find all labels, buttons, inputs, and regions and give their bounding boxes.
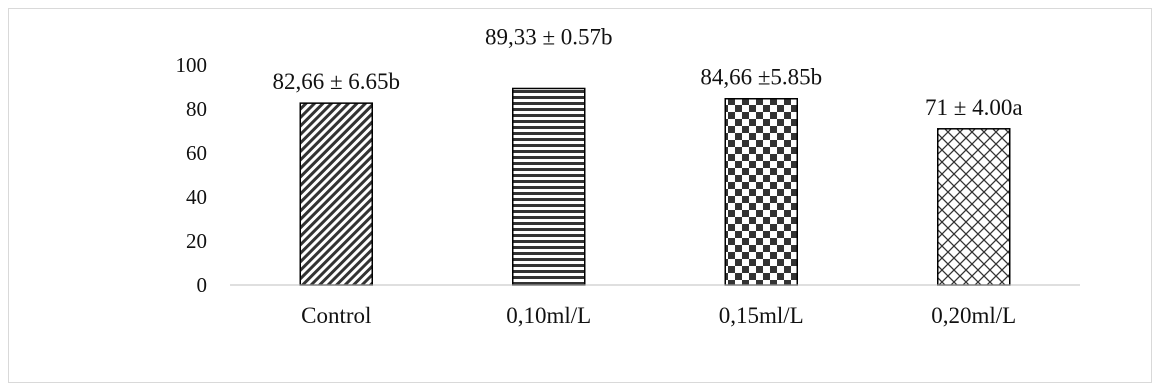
- data-labels: 82,66 ± 6.65b 89,33 ± 0.57b 84,66 ±5.85b 71…: [272, 24, 1022, 119]
- category-label-0: Control: [301, 303, 371, 328]
- y-tick-label: 0: [197, 273, 208, 297]
- bars: [299, 87, 1011, 286]
- y-axis-ticks: 0 20 40 60 80 100: [176, 53, 208, 297]
- category-label-3: 0,20ml/L: [931, 303, 1016, 328]
- data-label-0: 82,66 ± 6.65b: [272, 69, 400, 94]
- category-label-1: 0,10ml/L: [506, 303, 591, 328]
- y-tick-label: 60: [186, 141, 207, 165]
- y-tick-label: 100: [176, 53, 208, 77]
- y-tick-label: 40: [186, 185, 207, 209]
- bar-3: [937, 128, 1011, 286]
- y-tick-label: 20: [186, 229, 207, 253]
- y-tick-label: 80: [186, 97, 207, 121]
- data-label-1: 89,33 ± 0.57b: [485, 24, 613, 49]
- category-labels: Control 0,10ml/L 0,15ml/L 0,20ml/L: [301, 303, 1016, 328]
- bar-2: [724, 97, 798, 286]
- data-label-3: 71 ± 4.00a: [925, 95, 1023, 120]
- category-label-2: 0,15ml/L: [719, 303, 804, 328]
- data-label-2: 84,66 ±5.85b: [700, 65, 822, 90]
- bar-0: [299, 102, 373, 286]
- bar-1: [512, 87, 586, 286]
